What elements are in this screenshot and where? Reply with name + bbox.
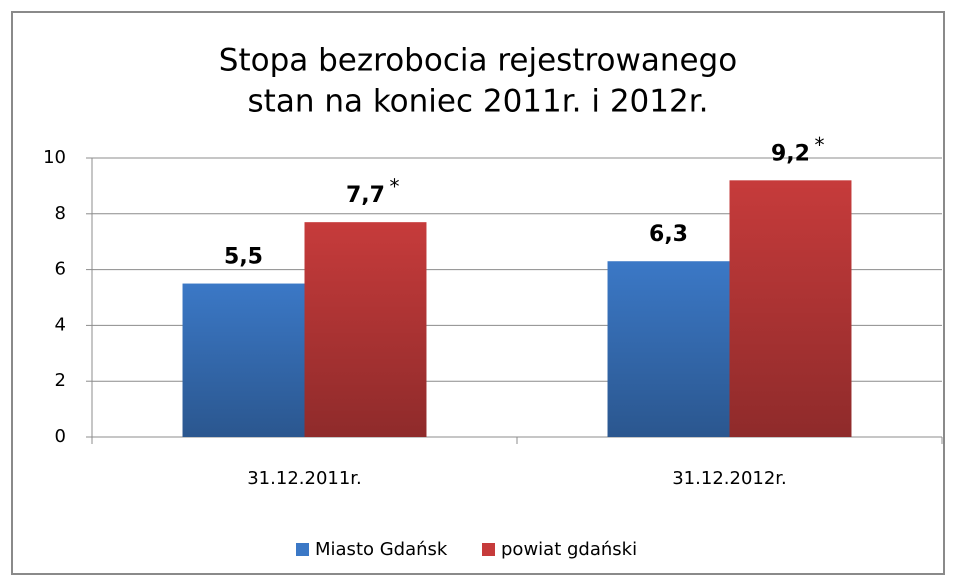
legend-swatch: [296, 543, 309, 556]
y-tick-label: 8: [55, 203, 66, 224]
bar-shade: [729, 180, 852, 437]
data-label: 5,5: [224, 245, 263, 270]
annotation: *: [389, 175, 399, 199]
y-tick-label: 4: [55, 314, 66, 335]
legend-label: Miasto Gdańsk: [315, 539, 448, 560]
annotation: *: [814, 133, 824, 157]
bar-shade: [607, 261, 730, 437]
y-tick-label: 10: [43, 147, 66, 168]
chart-subtitle: stan na koniec 2011r. i 2012r.: [248, 84, 709, 120]
y-tick-label: 0: [55, 426, 66, 447]
data-label: 6,3: [649, 222, 688, 247]
legend-swatch: [482, 543, 495, 556]
y-tick-label: 6: [55, 259, 66, 280]
bar-shade: [304, 222, 427, 437]
bar-shade: [182, 283, 305, 437]
x-tick-label: 31.12.2011r.: [247, 468, 362, 489]
y-tick-label: 2: [55, 370, 66, 391]
chart-title: Stopa bezrobocia rejestrowanego: [219, 43, 737, 79]
data-label: 9,2: [771, 141, 810, 166]
legend-label: powiat gdański: [501, 539, 637, 560]
data-label: 7,7: [346, 183, 385, 208]
x-tick-label: 31.12.2012r.: [672, 468, 787, 489]
